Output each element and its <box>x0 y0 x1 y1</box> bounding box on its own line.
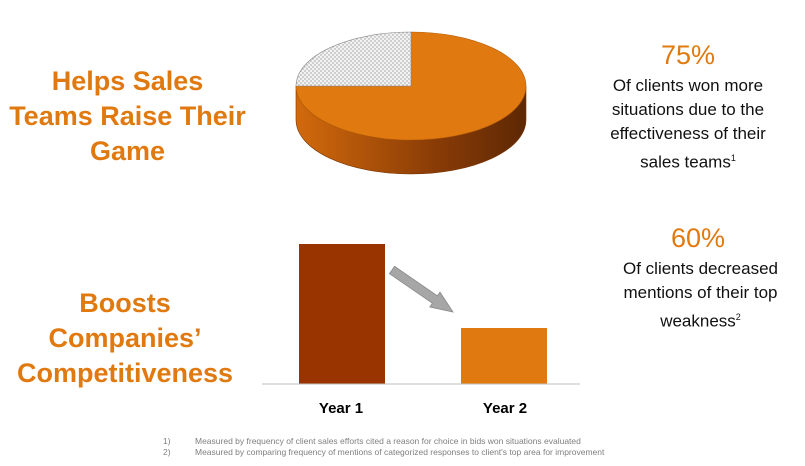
footnote-number: 2) <box>163 447 171 457</box>
stat-line: Of clients won more <box>612 76 764 95</box>
footnote-ref: 1 <box>730 153 736 163</box>
stat-description-sales: Of clients won more situations due to th… <box>583 74 793 175</box>
bar-chart: Year 1 Year 2 <box>262 244 580 417</box>
headline-line: Teams Raise Their <box>9 101 246 131</box>
headline-line: Competitiveness <box>16 358 234 388</box>
pie-slice-other <box>295 31 412 87</box>
tick-label-year-1: Year 1 <box>319 400 363 417</box>
tick-label-year-2: Year 2 <box>483 400 527 417</box>
footnote-text: Measured by frequency of client sales ef… <box>195 436 581 446</box>
pie-slice-won <box>295 31 527 141</box>
footnotes: 1) Measured by frequency of client sales… <box>163 436 723 458</box>
stat-percent-sales: 75% <box>660 40 716 70</box>
footnote-2: 2) Measured by comparing frequency of me… <box>163 447 723 458</box>
stat-line: Of clients decreased <box>623 259 778 278</box>
stat-line: sales teams1 <box>583 146 793 175</box>
headline-sales-teams: Helps Sales Teams Raise Their Game <box>0 64 255 169</box>
down-arrow-icon <box>388 265 454 313</box>
stat-percent-competitiveness: 60% <box>670 223 726 253</box>
stat-line: mentions of their top <box>623 283 778 302</box>
pie-chart <box>295 31 527 175</box>
stat-line: weakness2 <box>603 305 798 334</box>
footnote-ref: 2 <box>735 312 741 322</box>
bar-year-2 <box>461 328 547 384</box>
headline-competitiveness: Boosts Companies’ Competitiveness <box>0 286 250 391</box>
bar-year-1 <box>299 244 385 384</box>
headline-line: Boosts Companies’ <box>48 288 202 353</box>
headline-line: Helps Sales <box>51 66 204 96</box>
stat-line: situations due to the <box>611 100 765 119</box>
stat-line-text: weakness <box>660 311 736 331</box>
footnote-number: 1) <box>163 436 171 446</box>
headline-line: Game <box>89 136 166 166</box>
stat-description-competitiveness: Of clients decreased mentions of their t… <box>603 257 798 334</box>
footnote-text: Measured by comparing frequency of menti… <box>195 447 605 457</box>
footnote-1: 1) Measured by frequency of client sales… <box>163 436 723 447</box>
stat-line: effectiveness of their <box>610 124 766 143</box>
stat-line-text: sales teams <box>640 152 731 172</box>
